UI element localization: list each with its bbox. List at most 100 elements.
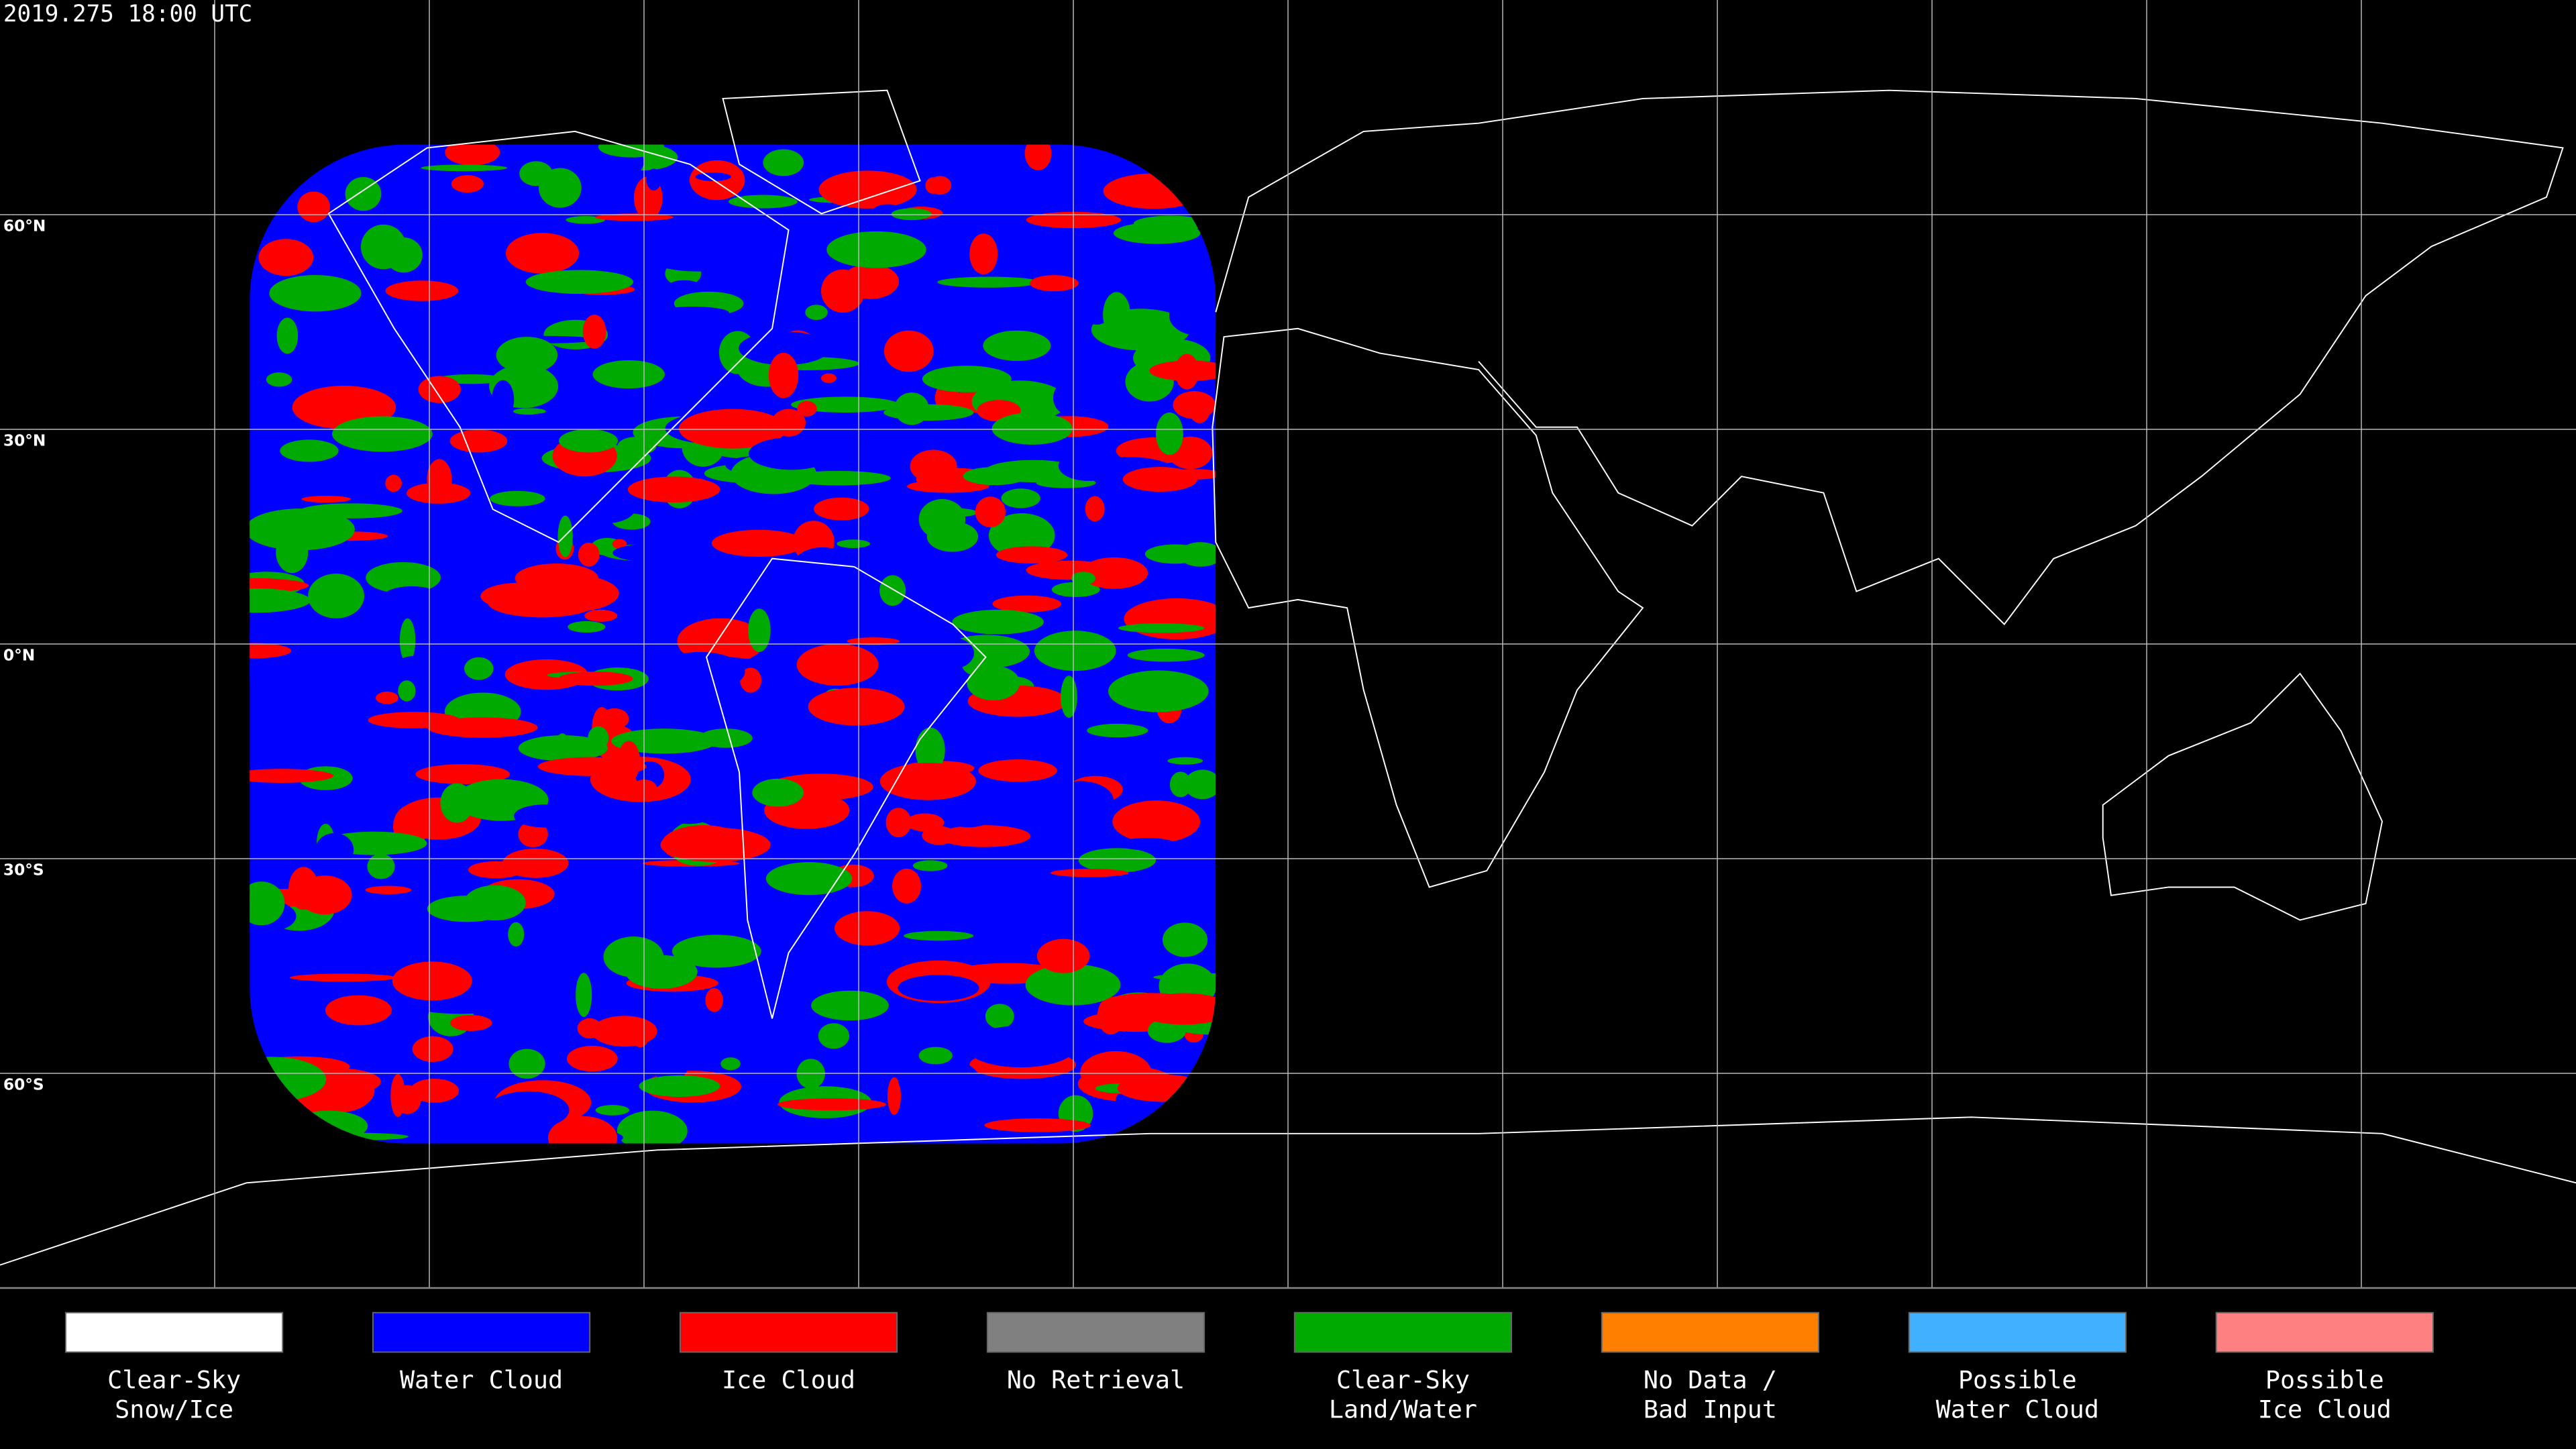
cloud-patch xyxy=(1050,869,1129,877)
cloud-patch xyxy=(820,373,837,383)
cloud-patch xyxy=(617,436,657,455)
cloud-patch xyxy=(660,827,771,862)
cloud-patch xyxy=(936,825,1031,847)
cloud-patch xyxy=(818,170,917,209)
cloud-patch xyxy=(820,269,865,313)
cloud-patch xyxy=(412,997,509,1014)
cloud-patch xyxy=(937,276,1041,288)
cloud-patch xyxy=(765,862,853,896)
cloud-patch xyxy=(399,618,416,663)
cloud-patch xyxy=(711,529,806,557)
legend-label: Ice Cloud xyxy=(722,1365,855,1394)
cloud-patch xyxy=(297,191,330,223)
cloud-patch xyxy=(647,244,749,272)
cloud-patch xyxy=(887,1077,901,1115)
legend-label: Snow/Ice xyxy=(115,1395,233,1424)
cloud-patch xyxy=(808,688,905,726)
cloud-patch xyxy=(332,416,433,452)
cloud-patch xyxy=(568,621,606,633)
cloud-patch xyxy=(576,494,627,511)
cloud-patch xyxy=(672,934,761,968)
coastline xyxy=(2102,672,2383,921)
cloud-patch xyxy=(451,175,484,193)
cloud-patch xyxy=(837,539,871,549)
cloud-patch xyxy=(793,547,852,584)
cloud-patch xyxy=(957,871,1032,903)
cloud-patch xyxy=(902,144,968,164)
cloud-patch xyxy=(595,213,674,221)
cloud-patch xyxy=(496,337,558,374)
cloud-patch xyxy=(557,515,573,557)
cloud-patch xyxy=(859,853,954,863)
cloud-patch xyxy=(885,808,912,838)
cloud-patch xyxy=(250,508,355,551)
cloud-patch xyxy=(922,366,1012,392)
cloud-patch xyxy=(301,496,351,503)
legend-swatch xyxy=(372,1311,591,1353)
cloud-patch xyxy=(1113,222,1201,244)
cloud-patch xyxy=(898,1057,980,1104)
cloud-patch xyxy=(269,274,362,312)
legend-label: Ice Cloud xyxy=(2258,1395,2392,1424)
cloud-patch xyxy=(918,1046,953,1065)
cloud-patch xyxy=(796,643,879,686)
cloud-patch xyxy=(646,168,661,191)
cloud-patch xyxy=(883,330,934,372)
cloud-patch xyxy=(412,1036,453,1063)
latitude-label: 0°N xyxy=(3,646,35,664)
cloud-patch xyxy=(835,911,900,946)
cloud-patch xyxy=(289,973,396,982)
cloud-patch xyxy=(939,796,998,828)
cloud-patch xyxy=(654,651,745,692)
cloud-patch xyxy=(625,955,698,989)
legend-label: Possible xyxy=(2265,1365,2384,1394)
cloud-patch xyxy=(906,813,945,832)
cloud-patch xyxy=(415,764,511,784)
cloud-patch xyxy=(669,280,700,291)
graticule: 60°N 30°N 0°N 30°S 60°S xyxy=(0,0,2576,1289)
cloud-patch xyxy=(366,561,441,594)
cloud-patch xyxy=(521,574,619,612)
cloud-patch xyxy=(1001,488,1040,508)
cloud-patch xyxy=(258,239,314,276)
cloud-patch xyxy=(969,233,998,274)
cloud-patch xyxy=(937,508,978,517)
cloud-patch xyxy=(390,1074,405,1117)
cloud-patch xyxy=(523,401,609,411)
latitude-label: 30°S xyxy=(3,861,44,879)
cloud-patch xyxy=(492,380,515,419)
cloud-patch xyxy=(537,879,622,888)
cloud-patch xyxy=(1118,623,1205,633)
cloud-patch xyxy=(525,270,634,294)
cloud-patch xyxy=(617,741,641,782)
cloud-patch xyxy=(1029,275,1079,292)
cloud-patch xyxy=(847,637,900,645)
cloud-patch xyxy=(1108,670,1209,712)
cloud-patch xyxy=(811,990,889,1021)
cloud-patch xyxy=(398,680,416,702)
cloud-patch xyxy=(576,973,592,1017)
cloud-patch xyxy=(382,586,441,608)
cloud-patch xyxy=(985,1004,1014,1029)
cloud-patch xyxy=(1024,144,1052,170)
cloud-patch xyxy=(486,1091,570,1129)
cloud-patch xyxy=(749,437,834,470)
coastline xyxy=(1212,327,1644,888)
cloud-patch xyxy=(578,542,600,567)
cloud-patch xyxy=(450,1014,492,1031)
cloud-patch xyxy=(365,885,412,894)
legend-label: Clear-Sky xyxy=(107,1365,241,1394)
cloud-patch xyxy=(835,944,880,977)
legend-swatch xyxy=(1601,1311,1820,1353)
cloud-patch xyxy=(952,609,1044,635)
cloud-patch xyxy=(1085,496,1105,522)
cloud-patch xyxy=(427,459,452,500)
cloud-patch xyxy=(490,490,545,506)
cloud-patch xyxy=(611,729,718,754)
cloud-patch xyxy=(740,667,762,693)
cloud-patch xyxy=(559,429,619,453)
cloud-patch xyxy=(513,408,546,415)
cloud-patch xyxy=(918,498,966,539)
